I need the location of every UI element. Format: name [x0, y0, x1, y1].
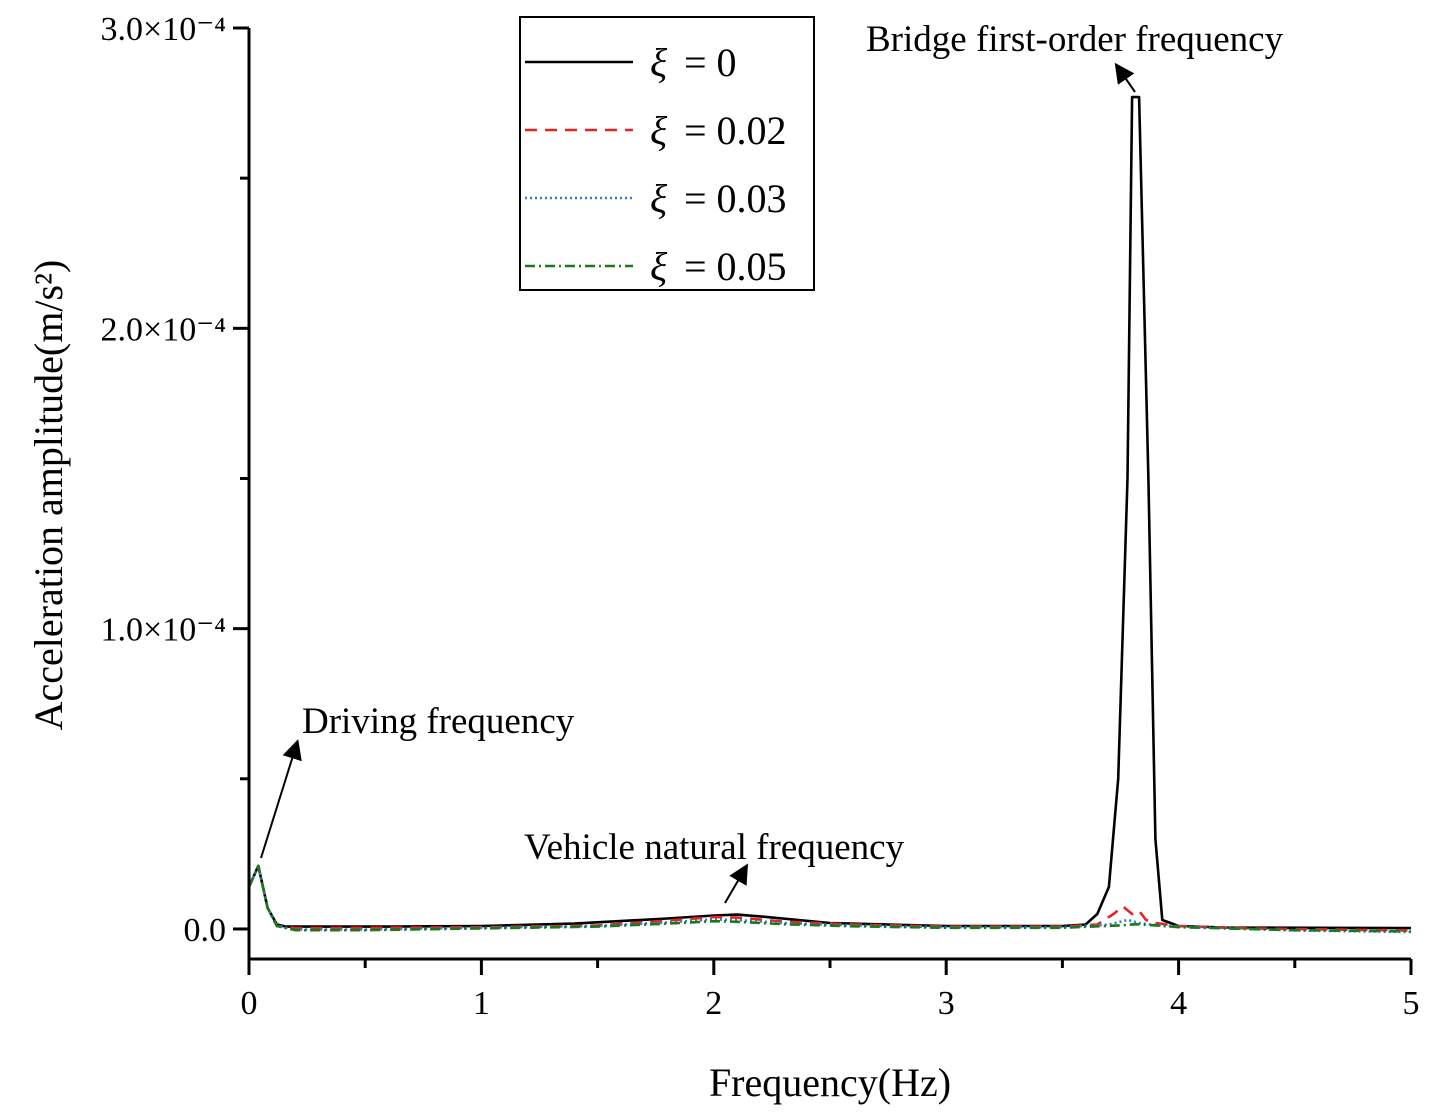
- ticks: 0 1 2 3 4 5 0.0 1.0×10⁻⁴ 2.0×10⁻⁴ 3.0×10⁻⁴: [101, 11, 1420, 1022]
- legend-symbol-1: ξ: [650, 108, 668, 153]
- legend: ξ = 0 ξ = 0.02 ξ = 0.03 ξ = 0.05: [519, 16, 815, 291]
- x-tick-label-0: 0: [241, 985, 258, 1022]
- legend-symbol-2: ξ: [650, 176, 668, 221]
- legend-label-1: = 0.02: [684, 108, 787, 153]
- x-tick-label-1: 1: [473, 985, 490, 1022]
- series-line-1: [248, 864, 1412, 932]
- legend-label-3: = 0.05: [684, 244, 787, 289]
- annotation-vehicle-frequency: Vehicle natural frequency: [524, 827, 905, 868]
- annotation-driving-arrow: [260, 739, 302, 859]
- legend-symbol-0: ξ: [650, 40, 668, 85]
- y-tick-label-2: 2.0×10⁻⁴: [101, 311, 226, 348]
- annotation-vehicle-arrow: [724, 863, 749, 904]
- x-tick-label-2: 2: [705, 985, 722, 1022]
- legend-label-0: = 0: [684, 40, 737, 85]
- y-tick-label-1: 1.0×10⁻⁴: [101, 612, 226, 649]
- axes: [247, 28, 1411, 961]
- annotations: Bridge first-order frequency Driving fre…: [260, 19, 1284, 904]
- x-axis-title: Frequency(Hz): [709, 1060, 951, 1105]
- legend-label-2: = 0.03: [684, 176, 787, 221]
- annotation-driving-frequency: Driving frequency: [302, 701, 575, 742]
- x-tick-label-5: 5: [1403, 985, 1420, 1022]
- x-tick-label-4: 4: [1170, 985, 1187, 1022]
- legend-symbol-3: ξ: [650, 244, 668, 289]
- series-line-3: [248, 864, 1412, 933]
- annotation-bridge-arrow: [1114, 62, 1136, 93]
- annotation-bridge-frequency: Bridge first-order frequency: [866, 19, 1284, 60]
- series-layer: [248, 95, 1412, 934]
- x-tick-label-3: 3: [938, 985, 955, 1022]
- y-tick-label-3: 3.0×10⁻⁴: [101, 11, 226, 48]
- y-tick-label-0: 0.0: [184, 912, 227, 949]
- y-axis-title: Acceleration amplitude(m/s²): [26, 260, 71, 731]
- series-line-0: [248, 95, 1412, 930]
